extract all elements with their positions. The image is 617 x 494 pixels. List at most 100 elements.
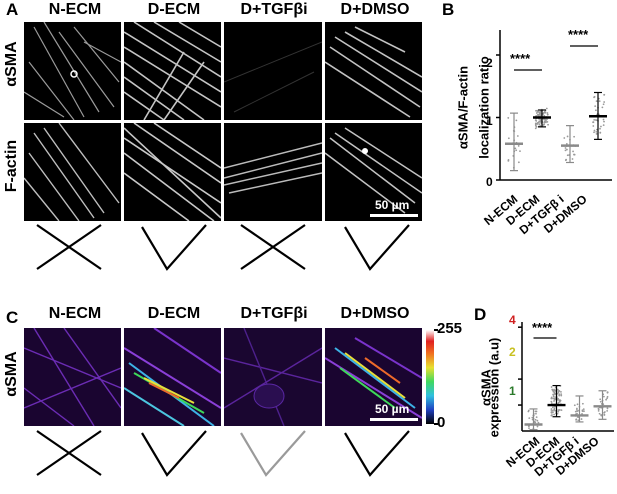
chart-d-point [582, 408, 585, 410]
scale-bar-c [370, 418, 418, 421]
chart-b-point [602, 124, 605, 127]
check-icon [141, 224, 207, 271]
panel-c-col-d-ecm: D-ECM [147, 305, 201, 322]
colorbar-tick-top [434, 329, 438, 331]
colorbar [426, 330, 434, 424]
chart-b-point [600, 125, 602, 128]
chart-d-point [603, 413, 606, 416]
panel-d-sig-1: **** [532, 320, 553, 335]
chart-d-point [598, 412, 601, 415]
chart-b-point [603, 101, 606, 103]
chart-d-point [574, 410, 577, 413]
chart-d-point [535, 416, 538, 419]
check-icon-gray [240, 430, 306, 477]
chart-b-point [514, 147, 517, 150]
chart-d-point [581, 402, 584, 405]
heatmap-c-d-ecm [124, 328, 221, 426]
chart-d-point [536, 425, 539, 428]
chart-d-point [580, 418, 583, 420]
chart-b-point [595, 100, 598, 103]
panel-a-row-factin: F-actin [3, 139, 20, 193]
chart-d-point [573, 404, 576, 407]
micrograph-a-factin-d-tgfbi [224, 123, 322, 221]
chart-b-point [601, 106, 604, 109]
chart-b-point [602, 118, 605, 121]
chart-d-point [552, 397, 555, 400]
chart-d-point [552, 393, 554, 396]
chart-b-point [564, 149, 567, 152]
chart-b-point [594, 119, 597, 121]
chart-d-point [606, 409, 609, 412]
panel-c-col-d-dmso: D+DMSO [340, 305, 410, 322]
micrograph-a-factin-d-dmso: 50 µm [325, 123, 422, 221]
micrograph-a-factin-d-ecm [124, 123, 221, 221]
chart-d-point [556, 398, 559, 401]
chart-b-point [547, 123, 549, 126]
chart-b-point [536, 109, 539, 112]
chart-d-point [554, 389, 557, 392]
chart-b-point [539, 112, 542, 115]
panel-b-sig-2: **** [568, 27, 589, 42]
chart-b-point [519, 150, 521, 153]
chart-b-point [515, 149, 518, 152]
chart-b-point [538, 111, 540, 113]
micrograph-a-asma-d-tgfbi [224, 22, 322, 120]
chart-d-point [603, 411, 606, 414]
chart-d-point [536, 419, 539, 422]
scale-bar-c-label: 50 µm [375, 402, 410, 416]
chart-d-point [552, 394, 555, 397]
chart-d-point [551, 409, 554, 412]
panel-b-ylabel-line1: αSMA/F-actin [455, 65, 471, 150]
chart-b-point [534, 127, 537, 130]
chart-b-point [566, 154, 569, 157]
chart-d-point [560, 409, 563, 412]
chart-b-point [517, 161, 520, 164]
chart-d-point [551, 406, 554, 409]
chart-b-point [543, 110, 546, 113]
scale-bar-a-label: 50 µm [375, 198, 410, 212]
chart-b-point [572, 150, 574, 153]
chart-d-point [533, 420, 536, 423]
cross-icon [36, 430, 102, 476]
chart-b-point [515, 119, 518, 122]
chart-d-point [606, 391, 609, 394]
chart-b-point [538, 120, 541, 123]
chart-b-point [507, 137, 510, 140]
panel-a-label: A [6, 0, 19, 19]
chart-d-point [553, 413, 555, 416]
chart-d-point [575, 418, 578, 421]
chart-d-point [599, 400, 602, 403]
chart-b-point [546, 120, 549, 123]
cross-icon [36, 224, 102, 270]
chart-b-point [537, 114, 540, 117]
chart-b-point [573, 153, 575, 156]
chart-b-point [543, 114, 546, 117]
chart-d-point [535, 410, 538, 413]
chart-b-point [535, 125, 538, 128]
chart-d-point [606, 395, 609, 398]
chart-d-point [600, 414, 603, 417]
chart-d-point [560, 390, 562, 393]
chart-d-point [553, 408, 556, 411]
chart-b-point [592, 125, 595, 127]
chart-d [518, 322, 614, 432]
chart-d-point [553, 400, 555, 402]
panel-b-ytick-1: 1 [486, 114, 493, 128]
micrograph-a-asma-d-ecm [124, 22, 221, 120]
panel-c-label: C [6, 308, 19, 327]
chart-b-point [542, 112, 545, 114]
chart-b-point [566, 148, 568, 151]
chart-b-point [594, 105, 597, 108]
chart-d-point [534, 418, 537, 421]
scale-bar-a [370, 214, 418, 217]
panel-c-row-asma: αSMA [3, 351, 20, 397]
colorbar-tick-bottom [434, 423, 438, 425]
chart-d-point [599, 398, 602, 401]
chart-d-point [528, 427, 530, 429]
chart-d-point [576, 410, 579, 412]
chart-d-point [602, 395, 605, 398]
chart-b-point [539, 120, 542, 123]
chart-b-point [595, 133, 598, 135]
chart-b-point [543, 118, 546, 121]
heatmap-c-d-tgfbi [224, 328, 322, 426]
